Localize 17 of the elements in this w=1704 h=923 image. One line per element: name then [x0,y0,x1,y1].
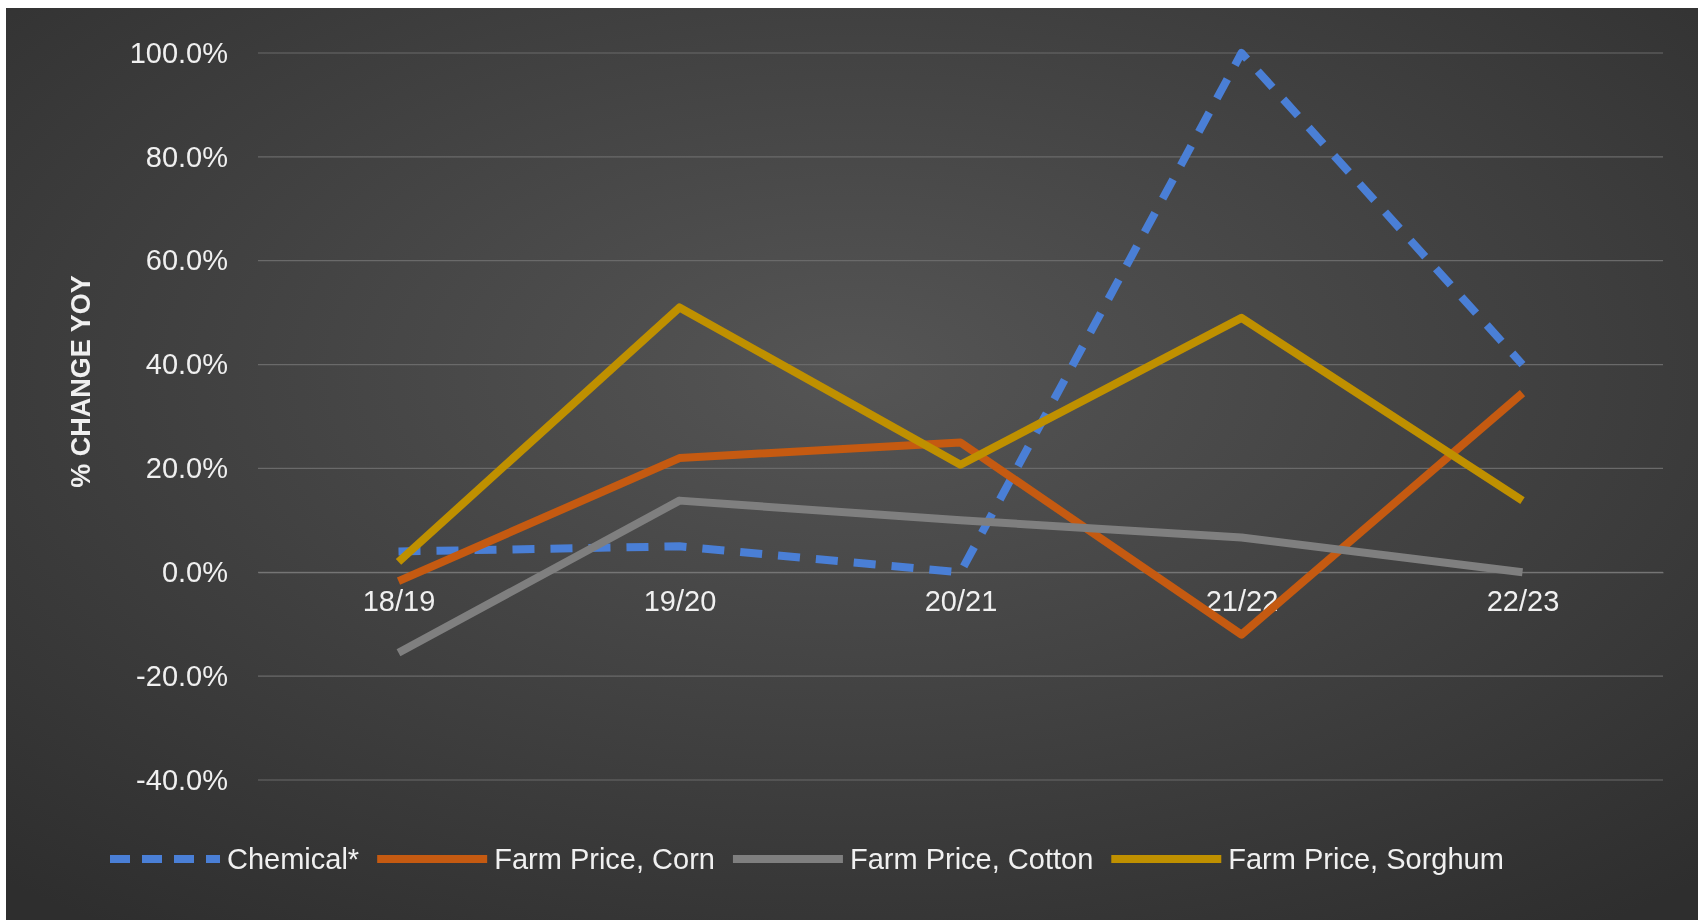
y-tick-label: -40.0% [136,763,228,796]
y-tick-label: 60.0% [145,244,228,277]
y-tick-label: 100.0% [129,36,228,69]
legend-label: Farm Price, Cotton [849,843,1094,875]
y-axis-title: % CHANGE YOY [66,275,96,488]
y-tick-label: 0.0% [161,556,228,589]
y-tick-label: 20.0% [145,452,228,485]
legend-label: Farm Price, Sorghum [1228,843,1504,875]
y-tick-label: 80.0% [145,140,228,173]
y-tick-label: 40.0% [145,348,228,381]
y-tick-label: -20.0% [136,659,228,692]
legend-label: Farm Price, Corn [494,843,715,875]
legend-label: Chemical* [227,843,360,875]
x-tick-label: 22/23 [1486,584,1560,617]
x-tick-label: 18/19 [362,584,436,617]
x-tick-label: 20/21 [924,584,998,617]
x-tick-label: 19/20 [643,584,717,617]
